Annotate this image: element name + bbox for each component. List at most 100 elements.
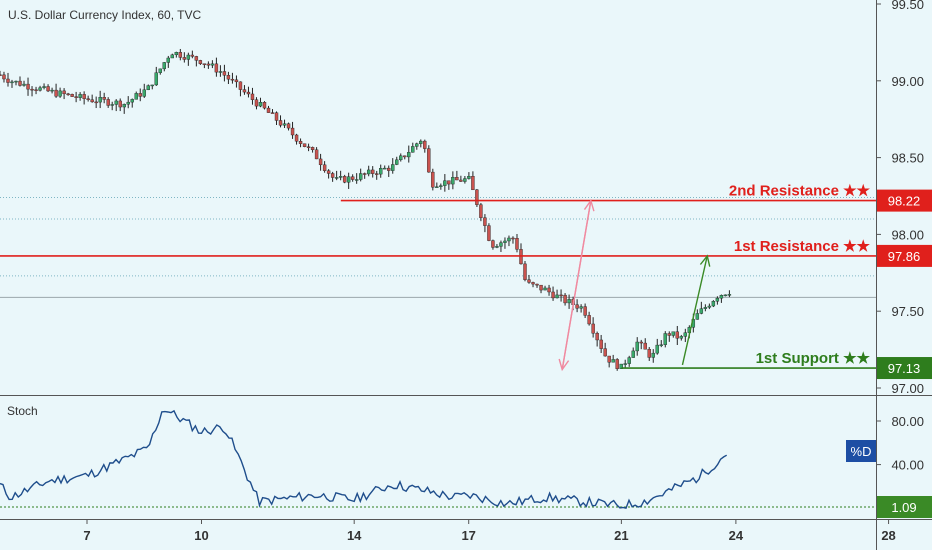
candle-body [298,141,303,144]
stoch-line [0,409,728,510]
candle-body [302,143,307,147]
candle-body [531,282,535,285]
stoch-axis[interactable]: 80.00 40.00 1.09 [876,414,932,518]
candle-body [679,336,684,339]
price-tick-label: 99.50 [891,0,924,12]
candle-body [435,186,439,188]
candle-body [495,246,499,248]
candle-body [623,363,627,365]
arrow-up-pink-head [583,199,595,212]
candle-body [675,331,679,339]
candle-body [523,263,527,280]
candle-body [258,102,263,107]
candle-body [639,341,643,344]
candle-body [194,56,199,61]
candle-body [90,99,94,103]
candle-body [603,348,607,357]
candle-body [615,359,619,369]
candle-body [334,177,339,179]
candle-body [222,71,227,76]
candle-body [74,96,78,98]
candle-body [451,177,455,185]
candle-body [22,83,26,86]
candle-body [78,94,82,98]
candle-body [166,57,171,63]
candle-body [122,103,126,108]
candle-body [579,306,583,309]
candle-body [106,99,110,106]
stoch-legend-label: %D [851,444,872,459]
candle-body [379,168,383,175]
candle-body [82,94,86,99]
candle-body [14,80,18,83]
stoch-value-tag-label: 1.09 [891,500,916,515]
candle-body [423,140,427,149]
price-axis[interactable]: 99.50 99.00 98.50 98.00 97.50 97.00 [876,0,924,396]
price-tick-label: 99.00 [891,74,924,89]
level-price-tag[interactable] [877,357,932,380]
candle-body [479,204,483,218]
level-price-tag[interactable] [877,244,932,267]
candle-body [310,147,315,151]
candle-body [294,134,299,142]
candle-body [651,352,655,358]
candle-body [190,54,195,57]
arrow-up-green-shaft [681,255,708,366]
candle-body [170,54,175,59]
candle-body [46,86,50,92]
candle-body [559,294,563,297]
level-price-tag-label: 97.86 [888,249,921,264]
candle-body [491,240,495,248]
candle-body [118,100,122,108]
level-price-tag[interactable] [877,189,932,212]
candle-body [6,78,10,83]
candle-body [30,88,34,91]
stoch-legend[interactable]: %D [846,440,876,462]
candle-body [50,89,54,92]
candle-body [278,120,283,126]
candle-body [34,89,38,91]
candle-body [583,306,587,316]
arrow-up-green-head [699,254,711,267]
price-tick-label: 97.50 [891,304,924,319]
candle-body [399,155,403,161]
candle-body [314,149,319,160]
candle-body [94,101,98,104]
stoch-value-tag[interactable] [877,496,932,518]
candle-body [322,164,327,171]
candle-body [126,101,130,105]
candle-body [330,173,335,178]
candle-body [503,240,507,243]
candle-body [286,123,291,129]
candle-body [395,159,399,165]
candle-body [182,57,187,60]
time-tick-label: 24 [729,528,744,543]
candle-body [411,146,415,153]
candle-body [98,97,102,103]
candle-body [66,93,70,96]
candle-body [539,284,543,291]
candle-body [719,295,724,299]
support-resistance-levels: 2nd Resistance ★★ 98.22 1st Resistance ★★ 9… [0,183,932,380]
candle-body [475,189,479,205]
time-tick-label: 14 [347,528,362,543]
candle-body [499,242,503,247]
candle-body [643,342,647,350]
candle-body [362,173,367,175]
candle-body [210,63,215,66]
candle-body [186,54,191,60]
candle-body [391,164,395,171]
candle-body [130,99,134,103]
candle-body [563,294,567,304]
time-tick-label: 10 [194,528,208,543]
candle-body [154,72,158,86]
candle-body [338,176,343,178]
candle-body [707,305,712,308]
candle-body [703,307,708,309]
time-axis[interactable]: 710141721242831 [83,519,932,543]
candle-body [70,94,74,97]
candle-body [627,357,631,364]
candle-body [699,308,704,314]
candle-body [455,177,459,181]
